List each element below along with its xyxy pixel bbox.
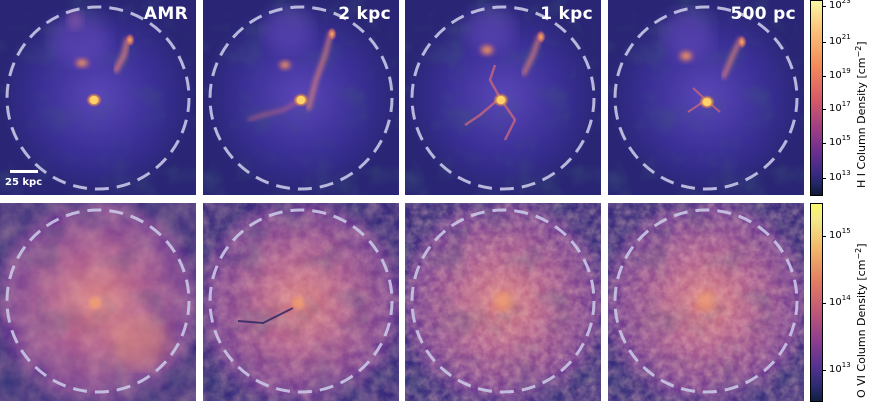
panel-label-amr: AMR [143,4,188,24]
hi-tick: 1017 [829,100,851,114]
ovi-tick: 1013 [829,361,851,375]
virial-circle [5,208,191,394]
hi-map-1kpc [405,0,601,195]
panel-label-500pc: 500 pc [730,4,796,24]
virial-circle [208,5,394,191]
hi-panel-amr: AMR 25 kpc [0,0,196,195]
hi-tick: 1021 [829,33,851,47]
hi-map-2kpc [203,0,399,195]
ovi-panel-1kpc [405,203,601,401]
scale-bar [10,170,38,173]
hi-panel-1kpc: 1 kpc [405,0,601,195]
hi-panel-2kpc: 2 kpc [203,0,399,195]
ovi-tick: 1015 [829,227,851,241]
virial-circle [208,208,394,394]
ovi-map-2kpc [203,203,399,401]
hi-panel-500pc: 500 pc [608,0,804,195]
hi-map-500pc [608,0,804,195]
ovi-colorbar-label: O VI Column Density [cm−2] [854,243,868,398]
hi-colorbar-label: H I Column Density [cm−2] [854,41,868,188]
hi-tick: 1023 [829,0,851,11]
panel-label-2kpc: 2 kpc [338,4,391,24]
ovi-panel-2kpc [203,203,399,401]
virial-circle [410,208,596,394]
hi-tick: 1019 [829,67,851,81]
ovi-map-amr [0,203,196,401]
ovi-panel-500pc [608,203,804,401]
virial-circle [410,5,596,191]
ovi-panel-amr [0,203,196,401]
scale-bar-label: 25 kpc [5,177,43,188]
hi-tick: 1015 [829,134,851,148]
panel-label-1kpc: 1 kpc [540,4,593,24]
virial-circle [613,208,799,394]
hi-map-amr [0,0,196,195]
ovi-tick: 1014 [829,294,851,308]
hi-colorbar [810,0,823,196]
ovi-map-500pc [608,203,804,401]
virial-circle [613,5,799,191]
ovi-map-1kpc [405,203,601,401]
virial-circle [5,5,191,191]
hi-tick: 1013 [829,169,851,183]
